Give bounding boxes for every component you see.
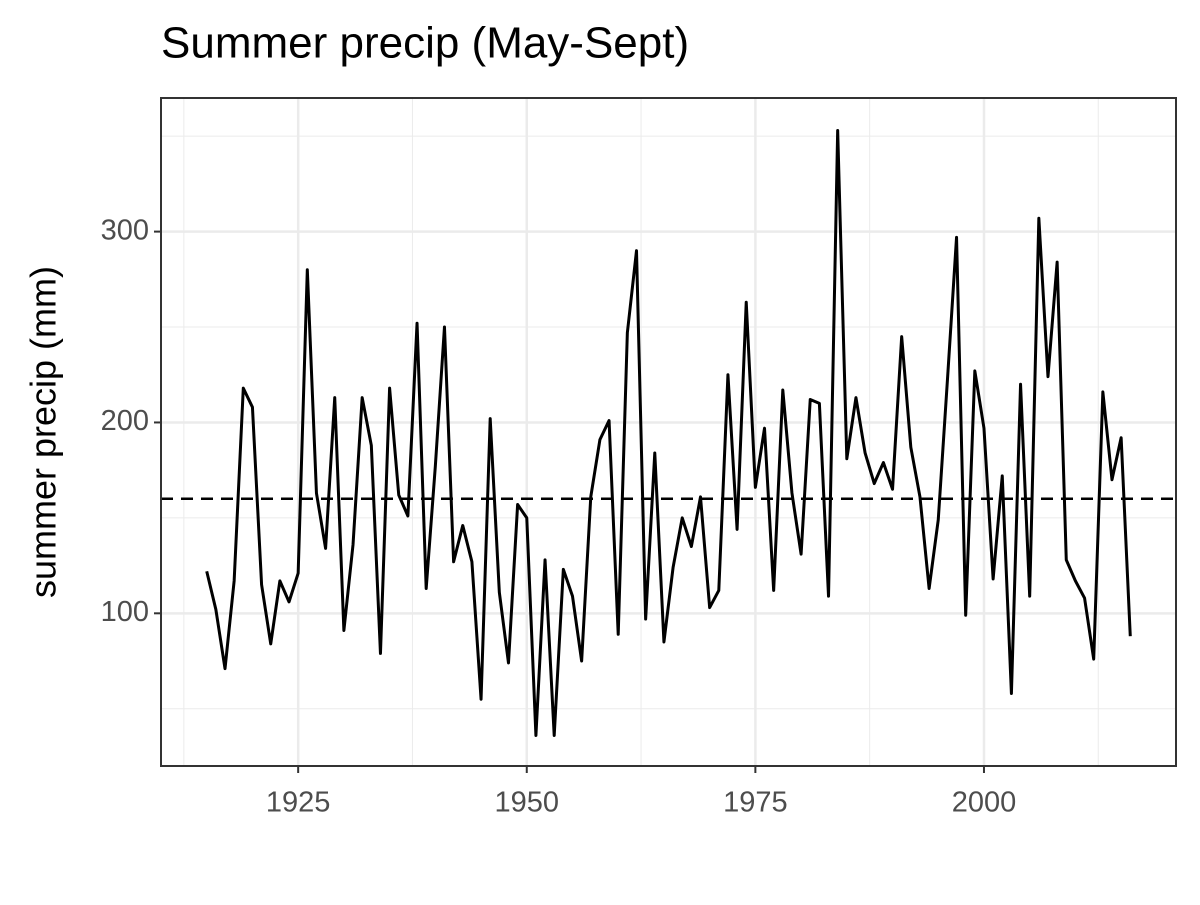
- y-axis-label: summer precip (mm): [23, 266, 64, 598]
- x-tick-label: 1975: [723, 787, 788, 819]
- y-tick-label: 300: [101, 214, 149, 246]
- panel-border: [160, 97, 1177, 767]
- y-tick-label: 200: [101, 405, 149, 437]
- x-tick-label: 1950: [495, 787, 560, 819]
- x-tick-label: 1925: [266, 787, 331, 819]
- data-line: [205, 128, 1132, 737]
- y-tick-label: 100: [101, 596, 149, 628]
- x-tick-label: 2000: [952, 787, 1017, 819]
- chart-title: Summer precip (May-Sept): [161, 19, 689, 68]
